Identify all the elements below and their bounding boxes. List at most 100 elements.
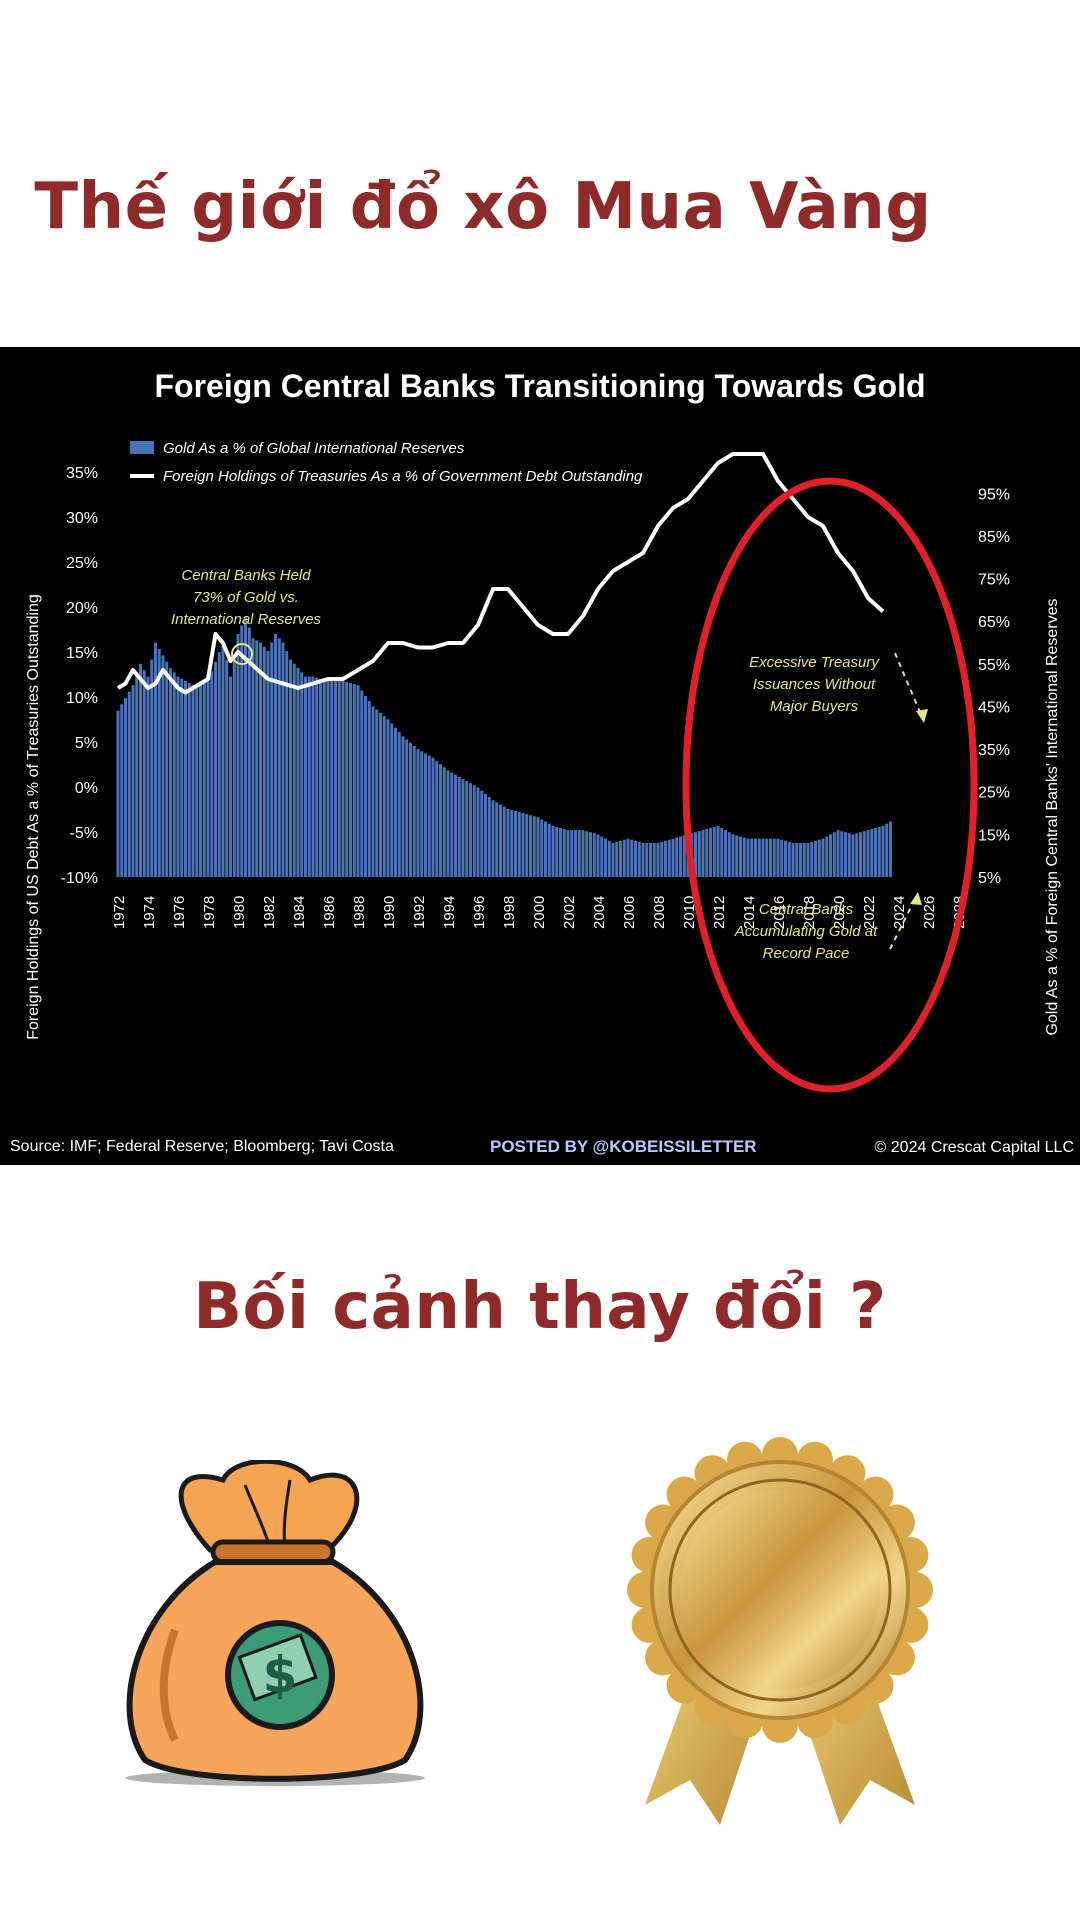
gold-bar [701, 830, 705, 877]
gold-bar [559, 827, 562, 877]
gold-bar [791, 842, 795, 877]
gold-bar [356, 685, 360, 877]
gold-bar [184, 680, 187, 877]
y-axis-right-label: Gold As a % of Foreign Central Banks' In… [1044, 598, 1061, 1035]
gold-bar [244, 616, 247, 877]
gold-bar [885, 823, 889, 877]
gold-bar [176, 676, 180, 877]
chart-source: Source: IMF; Federal Reserve; Bloomberg;… [10, 1138, 394, 1155]
legend-gold-swatch [130, 441, 154, 454]
gold-bar [364, 695, 367, 877]
gold-bar [349, 683, 352, 877]
y-left-tick: -10% [61, 870, 98, 887]
gold-bar [645, 842, 649, 877]
gold-bar [322, 679, 326, 877]
gold-bar [379, 712, 382, 877]
x-tick: 2020 [831, 896, 848, 929]
gold-bar [724, 830, 727, 877]
gold-bar [394, 727, 397, 877]
x-tick: 2006 [621, 896, 638, 929]
gold-bar [150, 659, 154, 877]
gold-bar [236, 634, 240, 877]
y-right-tick: 85% [978, 529, 1010, 546]
gold-bar [180, 678, 184, 877]
gold-bar [206, 680, 210, 877]
gold-bar [187, 683, 191, 877]
gold-bar [199, 683, 202, 877]
gold-bar [210, 671, 214, 877]
gold-medal-icon [627, 1437, 933, 1825]
arrow-up-head [910, 892, 922, 905]
annotation-gold-peak-line2: 73% of Gold vs. [193, 589, 299, 606]
y-right-tick: 15% [978, 827, 1010, 844]
y-left-tick: 0% [75, 780, 98, 797]
annotation-gold-peak-line1: Central Banks Held [181, 567, 311, 584]
gold-bar [847, 833, 851, 877]
gold-bar [247, 627, 251, 877]
gold-bar [679, 836, 682, 877]
gold-bar [697, 831, 701, 877]
gold-bar [382, 716, 386, 877]
gold-bar [450, 772, 454, 877]
gold-bar [409, 742, 412, 877]
gold-bar [371, 706, 375, 877]
money-bag-icon: $ [125, 1460, 425, 1786]
headline-title: Thế giới đổ xô Mua Vàng [34, 170, 932, 244]
gold-bar [476, 787, 480, 877]
gold-bar [570, 830, 574, 877]
gold-bar [626, 838, 630, 877]
gold-bars [116, 616, 892, 877]
gold-bar [652, 842, 656, 877]
y-left-tick: 35% [66, 465, 98, 482]
y-right-tick: 45% [978, 699, 1010, 716]
x-tick: 2008 [651, 896, 668, 929]
gold-bar [761, 838, 765, 877]
gold-bar [675, 837, 679, 877]
arrow-down-head [916, 709, 928, 723]
gold-bar [191, 685, 195, 877]
gold-bar [165, 661, 169, 877]
gold-bar [465, 781, 469, 877]
gold-bar [855, 833, 859, 877]
y-axis-left-label: Foreign Holdings of US Debt As a % of Tr… [25, 594, 42, 1040]
gold-bar [157, 648, 161, 877]
gold-bar [285, 651, 289, 877]
arrow-down-icon [894, 652, 923, 718]
gold-bar [491, 800, 495, 877]
gold-bar [292, 663, 296, 877]
chart-title: Foreign Central Banks Transitioning Towa… [154, 368, 925, 404]
x-tick: 1986 [321, 896, 338, 929]
x-tick: 2004 [591, 896, 608, 929]
x-tick: 2016 [771, 896, 788, 929]
gold-bar [255, 640, 259, 877]
gold-bar [754, 838, 757, 877]
gold-bar [574, 830, 577, 877]
gold-bar [311, 676, 315, 877]
gold-bar [682, 835, 686, 877]
gold-bar [832, 832, 836, 877]
gold-bar [169, 668, 172, 877]
x-tick: 1984 [291, 896, 308, 929]
y-left-tick: 25% [66, 555, 98, 572]
gold-bar [742, 837, 746, 877]
gold-bar [544, 821, 547, 877]
gold-bar [472, 785, 476, 877]
gold-bar [825, 836, 829, 877]
gold-bar [461, 778, 465, 877]
y-right-tick: 55% [978, 657, 1010, 674]
gold-bar [397, 732, 401, 877]
gold-bar [859, 832, 862, 877]
legend-gold-label: Gold As a % of Global International Rese… [163, 440, 465, 457]
gold-bar [870, 829, 874, 877]
gold-bar [139, 663, 142, 877]
gold-bar [634, 840, 637, 877]
gold-bar [469, 783, 472, 877]
gold-bar [217, 652, 221, 877]
gold-bar [300, 672, 304, 877]
gold-bar [127, 691, 131, 877]
y-left-tick: 30% [66, 510, 98, 527]
highlight-circle [682, 477, 978, 1093]
gold-bar [154, 642, 157, 877]
gold-bar [390, 723, 394, 877]
x-tick: 2012 [711, 896, 728, 929]
